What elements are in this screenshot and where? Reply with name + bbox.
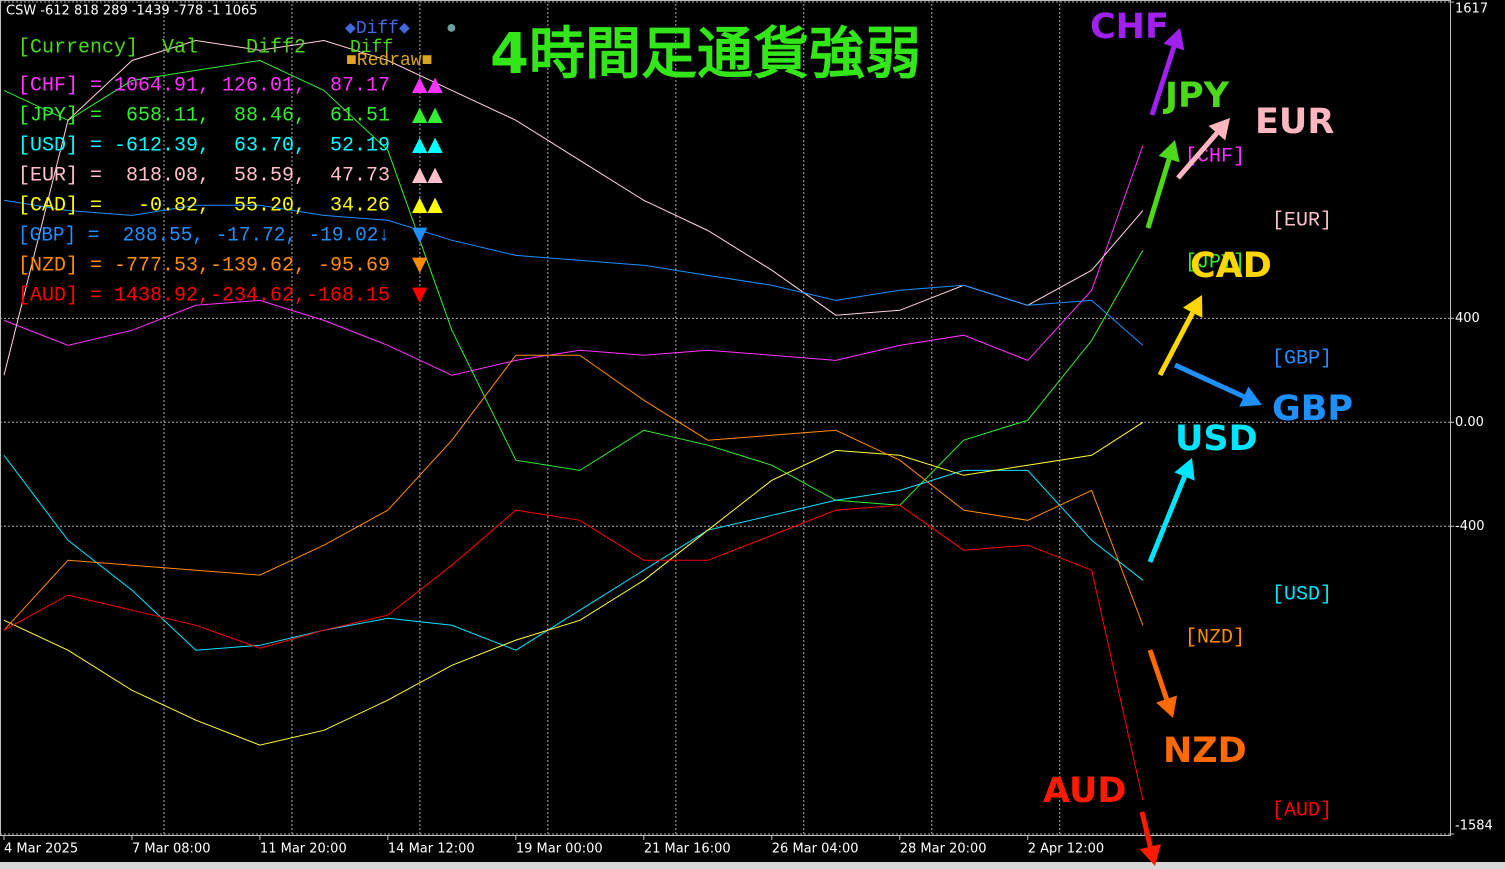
x-tick-label: 11 Mar 20:00 [260,842,347,857]
end-label: [JPY] [1185,251,1245,274]
y-tick-label: 1617 [1455,2,1488,17]
x-tick-label: 2 Apr 12:00 [1028,842,1105,857]
x-tick-label: 26 Mar 04:00 [772,842,859,857]
series-line [3,354,1144,631]
panel-row: [AUD] = 1438.92,-234.62,-168.15 [18,284,390,307]
panel-row: [NZD] = -777.53,-139.62, -95.69 [18,254,390,277]
arrow-shaft [1147,649,1169,700]
annotation: JPY [1163,76,1230,116]
plot-frame [0,0,1451,836]
legend-item: ■Redraw■ [346,51,432,71]
arrow-shaft [1147,475,1187,563]
y-tick-label: 400 [1455,311,1480,326]
scrollbar[interactable] [0,862,1505,869]
arrow-head [1139,843,1162,866]
annotation: EUR [1255,102,1334,142]
y-tick-label: 0.00 [1455,415,1484,430]
series-line [3,199,1144,346]
arrow-head [1158,140,1180,163]
legend-item: ◆Diff◆ [345,19,410,39]
panel-symbol: ▲▲ [412,132,443,156]
lines [3,39,1144,801]
panel-symbol: ▲▲ [412,192,443,216]
panel-row: [USD] = -612.39, 63.70, 52.19 [18,134,390,157]
x-tick-label: 19 Mar 00:00 [516,842,603,857]
annotation: GBP [1272,389,1353,429]
panel-header: [Currency] Val Diff2 [18,36,306,59]
panel-symbol: ▲▲ [412,162,443,186]
series-line [3,454,1144,651]
panel-row: [GBP] = 288.55, -17.72, -19.02↓ [18,224,390,247]
arrow-head [1182,295,1203,318]
arrow-head [1174,458,1195,481]
legend-item: ● [446,19,457,39]
arrow-shaft [1145,158,1172,229]
y-tick-label: -1584 [1455,819,1493,834]
series-line [3,59,1144,506]
series-line [3,421,1144,746]
end-label: [AUD] [1272,799,1332,822]
arrow-head [1156,695,1178,718]
arrow-shaft [1149,46,1177,116]
panel-row: [EUR] = 818.08, 58.59, 47.73 [18,164,390,187]
annotation: USD [1175,419,1258,459]
indicator-label: CSW -612 818 289 -1439 -778 -1 1065 [6,4,258,19]
panel-symbol: ▼ [412,282,428,306]
legend-item: Diff [350,38,393,58]
y-tick-label: -400 [1455,519,1485,534]
arrow-head [1163,28,1185,51]
end-label: [GBP] [1272,347,1332,370]
panel-symbol: ▲▲ [412,102,443,126]
x-tick-label: 14 Mar 12:00 [388,842,475,857]
panel-row: [JPY] = 658.11, 88.46, 61.51 [18,104,390,127]
panel-row: [CAD] = -0.82, 55.20, 34.26 [18,194,390,217]
end-label: [NZD] [1185,626,1245,649]
panel-symbol: ▼ [412,252,428,276]
overlay: 1617 400 0.00 -400 -1584 4 Mar 2025 7 Mar 08:0… [3,2,1493,866]
annotation: CHF [1090,7,1169,47]
x-tick-label: 4 Mar 2025 [4,842,78,857]
panel-symbol: ▼ [412,222,428,246]
annotation: AUD [1043,771,1126,811]
x-tick-label: 7 Mar 08:00 [132,842,211,857]
end-label: [USD] [1272,583,1332,606]
arrow-head [1208,118,1230,141]
arrow-shaft [1173,362,1245,399]
annotation: CAD [1190,246,1272,286]
series-line [3,145,1144,376]
panel-symbol: ▲▲ [412,72,443,96]
annotation: NZD [1163,731,1247,771]
panel-row: [CHF] = 1064.91, 126.01, 87.17 [18,74,390,97]
end-label: [EUR] [1272,209,1332,232]
chart-title: 4時間足通貨強弱 [490,22,921,87]
grid [0,0,1454,835]
arrow-head [1239,386,1262,407]
arrow-shaft [1176,131,1219,180]
x-tick-label: 28 Mar 20:00 [900,842,987,857]
arrow-shaft [1157,311,1195,377]
series-line [3,504,1144,801]
arrow-shaft [1139,811,1153,848]
x-tick-label: 21 Mar 16:00 [644,842,731,857]
